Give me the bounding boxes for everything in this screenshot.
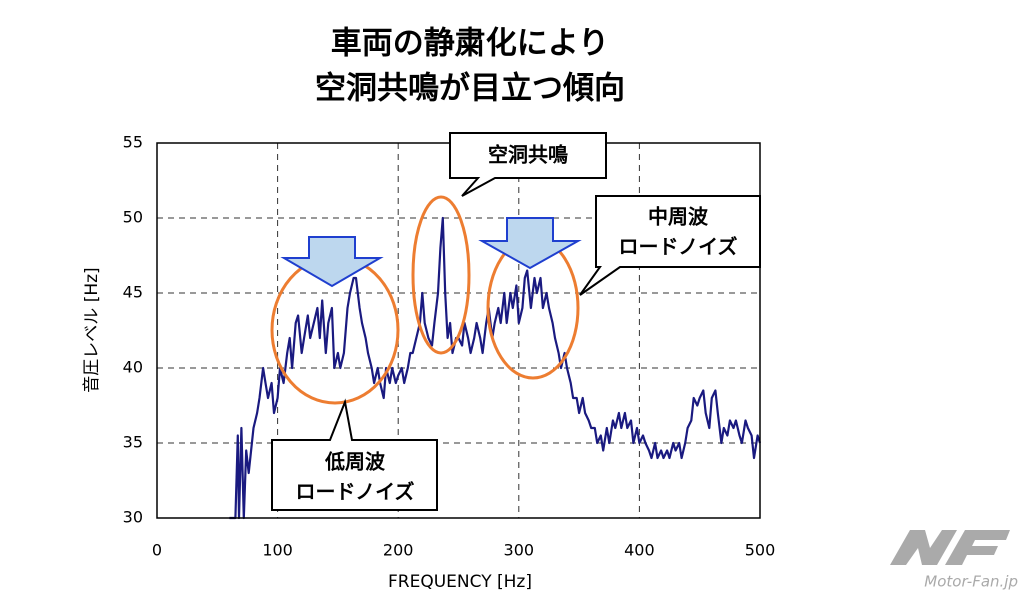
x-axis-label: FREQUENCY [Hz]	[388, 572, 532, 592]
callout-text: 空洞共鳴	[488, 143, 568, 167]
x-tick-label: 0	[152, 541, 162, 560]
watermark: Motor-Fan.jp	[924, 573, 1018, 591]
x-tick-label: 200	[383, 541, 414, 560]
x-tick-label: 100	[262, 541, 293, 560]
logo	[890, 530, 1010, 565]
x-tick-label: 300	[504, 541, 535, 560]
callout-box	[271, 398, 438, 511]
y-tick-label: 50	[123, 208, 143, 227]
y-tick-label: 45	[123, 283, 143, 302]
y-tick-label: 40	[123, 358, 143, 377]
x-tick-label: 500	[745, 541, 776, 560]
title-line: 車両の静粛化により	[331, 26, 609, 62]
down-arrow	[280, 236, 384, 288]
callout-text: 中周波	[648, 205, 709, 229]
title-line: 空洞共鳴が目立つ傾向	[315, 71, 625, 107]
x-tick-label: 400	[624, 541, 655, 560]
annotations: 空洞共鳴 中周波 ロードノイズ 低周波 ロードノイズ	[270, 132, 761, 511]
callout-text: ロードノイズ	[619, 235, 738, 259]
y-tick-label: 30	[123, 508, 143, 527]
data-line	[229, 216, 762, 520]
highlight-ellipse	[411, 195, 471, 355]
y-tick-label: 35	[123, 433, 143, 452]
callout-text: 低周波	[324, 450, 386, 474]
callout-box	[579, 195, 761, 296]
y-axis-label: 音圧レベル [Hz]	[82, 267, 102, 392]
down-arrow	[478, 217, 582, 270]
y-tick-label: 55	[123, 133, 143, 152]
callout-text: ロードノイズ	[296, 480, 415, 504]
callout-box	[449, 132, 607, 197]
